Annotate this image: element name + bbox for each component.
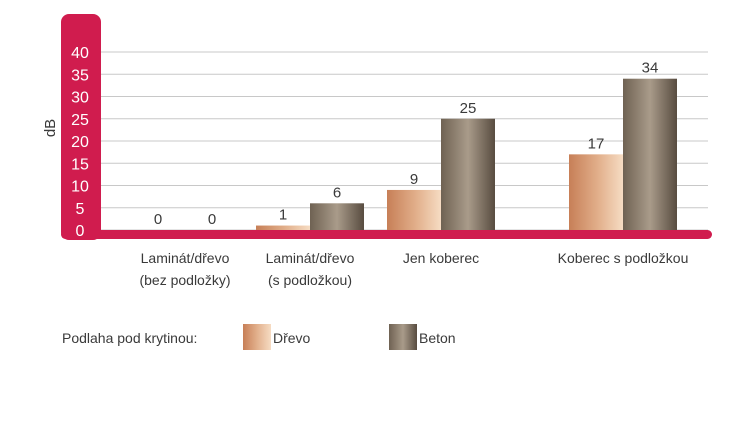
y-tick-label: 20 [71, 134, 89, 151]
bar-beton [310, 203, 364, 230]
x-axis-baseline [61, 230, 712, 239]
data-label: 0 [154, 211, 162, 228]
bar-beton [623, 78, 677, 230]
category-label: (bez podložky) [139, 272, 230, 288]
bar-beton [441, 118, 495, 230]
data-label: 1 [279, 207, 287, 224]
category-label: Jen koberec [403, 250, 479, 266]
y-tick-label: 15 [71, 156, 89, 173]
category-label: Laminát/dřevo [141, 250, 230, 266]
category-label: Koberec s podložkou [558, 250, 689, 266]
category-label: (s podložkou) [268, 272, 352, 288]
data-label: 0 [208, 211, 216, 228]
y-axis-title: dB [42, 119, 59, 137]
bar-drevo [569, 154, 623, 230]
legend-title: Podlaha pod krytinou: [62, 330, 198, 346]
y-tick-label: 0 [76, 223, 85, 240]
y-tick-label: 30 [71, 90, 89, 107]
legend-label-drevo: Dřevo [273, 330, 311, 346]
legend-swatch-drevo [243, 324, 271, 350]
data-labels: 0 0 1 6 9 25 17 34 [154, 60, 659, 228]
category-labels: Laminát/dřevo (bez podložky) Laminát/dřevo… [139, 250, 688, 288]
data-label: 25 [460, 100, 477, 117]
bar-group [256, 78, 677, 230]
y-tick-label: 10 [71, 179, 89, 196]
category-label: Laminát/dřevo [266, 250, 355, 266]
y-tick-label: 5 [76, 201, 85, 218]
bar-chart: 0 5 10 15 20 25 30 35 40 dB 0 0 1 6 9 25 17 34 Laminát/d… [42, 14, 712, 288]
bar-drevo [256, 225, 310, 230]
gridlines [100, 51, 708, 231]
legend-swatch-beton [389, 324, 417, 350]
legend-label-beton: Beton [419, 330, 456, 346]
data-label: 17 [588, 135, 605, 152]
y-tick-label: 40 [71, 45, 89, 62]
y-axis-band-rect [61, 14, 101, 240]
y-tick-label: 25 [71, 112, 89, 129]
data-label: 6 [333, 184, 341, 201]
data-label: 34 [642, 60, 659, 77]
data-label: 9 [410, 171, 418, 188]
bar-drevo [387, 189, 441, 230]
y-tick-label: 35 [71, 67, 89, 84]
